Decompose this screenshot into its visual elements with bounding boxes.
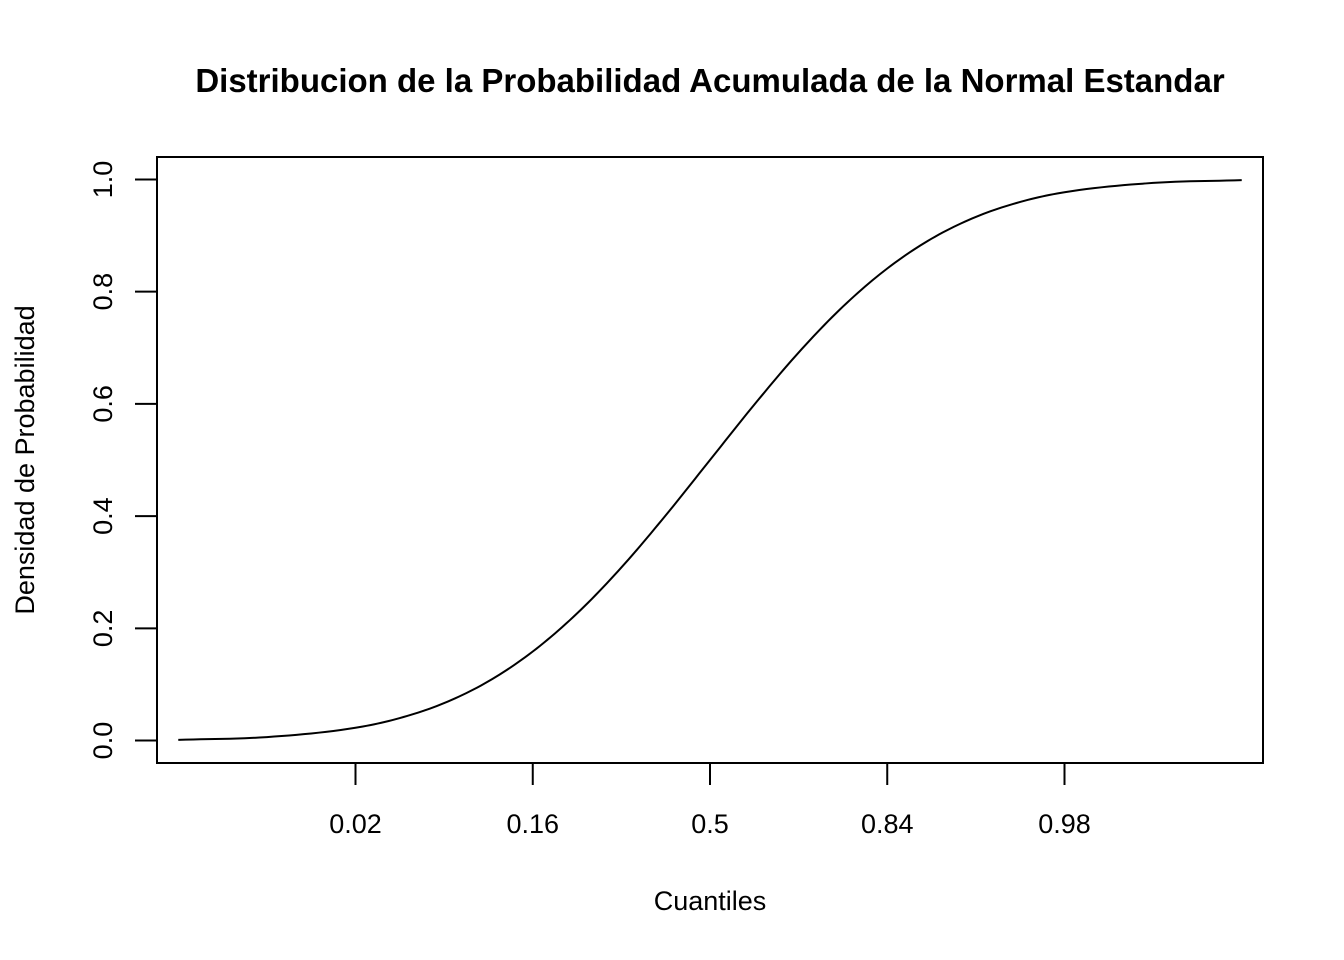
x-axis: 0.02 0.16 0.5 0.84 0.98: [329, 762, 1091, 839]
y-axis: 0.0 0.2 0.4 0.6 0.8 1.0: [88, 161, 158, 760]
y-axis-label: Densidad de Probabilidad: [10, 305, 40, 614]
y-tick-label: 0.6: [88, 385, 118, 423]
series-line: [178, 179, 1242, 741]
x-tick-label: 0.02: [329, 809, 382, 839]
chart-title: Distribucion de la Probabilidad Acumulad…: [195, 62, 1224, 99]
y-tick-label: 1.0: [88, 161, 118, 199]
y-tick-label: 0.0: [88, 722, 118, 760]
y-tick-label: 0.2: [88, 610, 118, 648]
x-tick-label: 0.84: [861, 809, 914, 839]
x-axis-label: Cuantiles: [654, 886, 767, 916]
y-tick-label: 0.8: [88, 273, 118, 311]
x-tick-label: 0.98: [1038, 809, 1091, 839]
x-tick-label: 0.5: [691, 809, 729, 839]
y-tick-label: 0.4: [88, 497, 118, 535]
x-tick-label: 0.16: [506, 809, 559, 839]
